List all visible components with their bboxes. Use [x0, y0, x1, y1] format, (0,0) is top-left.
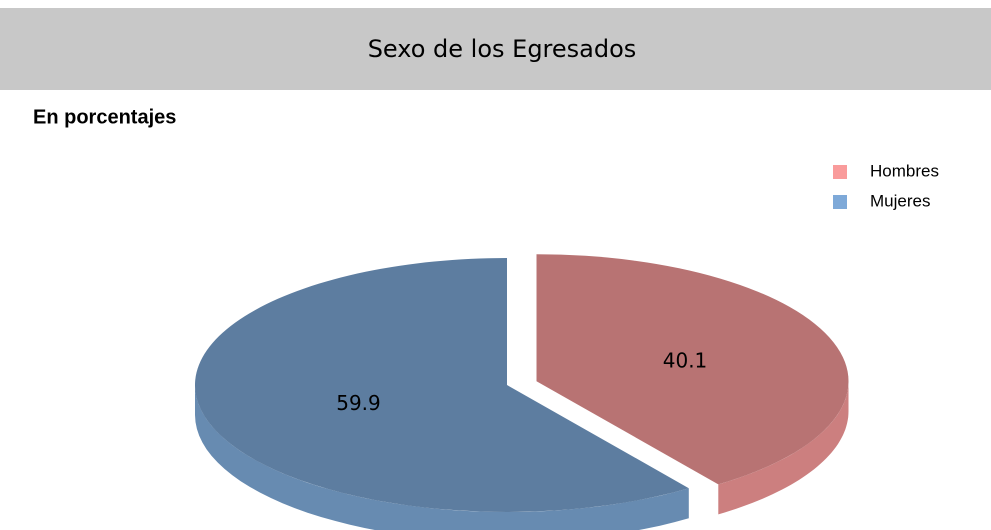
slice: [194, 258, 689, 512]
slice: [536, 254, 849, 485]
slice-side: [195, 385, 689, 530]
legend-swatch: [833, 165, 847, 179]
legend-swatch: [833, 195, 847, 209]
data-label: 59.9: [336, 391, 381, 415]
legend-label: Mujeres: [870, 191, 930, 210]
legend-label: Hombres: [870, 161, 939, 180]
chart-subtitle: En porcentajes: [33, 106, 176, 128]
slice-side: [718, 381, 849, 515]
data-label: 40.1: [663, 348, 708, 372]
title-banner: [0, 8, 991, 90]
chart-title: Sexo de los Egresados: [368, 35, 637, 63]
